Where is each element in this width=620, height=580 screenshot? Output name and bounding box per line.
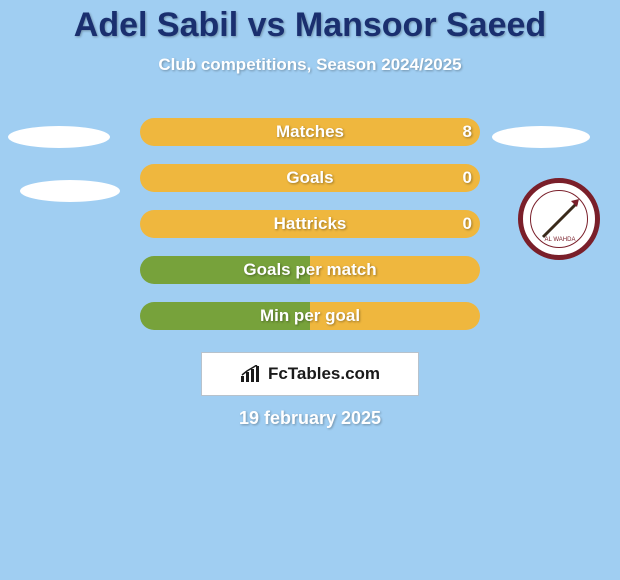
brand-text: FcTables.com <box>268 364 380 384</box>
stat-bar: Goals per match <box>140 256 480 284</box>
stat-bar-left <box>140 256 310 284</box>
stat-bar-right <box>310 302 480 330</box>
date-text: 19 february 2025 <box>0 408 620 429</box>
player-left-placeholder-2 <box>20 180 120 202</box>
stat-value-right: 0 <box>463 168 472 188</box>
stat-value-right: 0 <box>463 214 472 234</box>
brand-watermark: FcTables.com <box>201 352 419 396</box>
club-badge-inner: AL WAHDA <box>530 190 588 248</box>
stat-bar-right <box>310 256 480 284</box>
comparison-card: Adel Sabil vs Mansoor Saeed Club competi… <box>0 0 620 580</box>
stat-bar: Matches <box>140 118 480 146</box>
bars-icon <box>240 365 262 383</box>
stat-bar-right <box>140 118 480 146</box>
stat-bar-left <box>140 302 310 330</box>
stat-bar: Goals <box>140 164 480 192</box>
club-badge-right: AL WAHDA <box>518 178 600 260</box>
stat-bar: Min per goal <box>140 302 480 330</box>
player-right-placeholder <box>492 126 590 148</box>
stat-bar-right <box>140 210 480 238</box>
page-title: Adel Sabil vs Mansoor Saeed <box>0 0 620 45</box>
stat-bar-right <box>140 164 480 192</box>
stat-value-right: 8 <box>463 122 472 142</box>
player-left-placeholder-1 <box>8 126 110 148</box>
svg-text:AL WAHDA: AL WAHDA <box>545 237 576 243</box>
subtitle: Club competitions, Season 2024/2025 <box>0 55 620 75</box>
stat-row: Min per goal <box>0 302 620 330</box>
stat-bar: Hattricks <box>140 210 480 238</box>
stat-row: Goals per match <box>0 256 620 284</box>
